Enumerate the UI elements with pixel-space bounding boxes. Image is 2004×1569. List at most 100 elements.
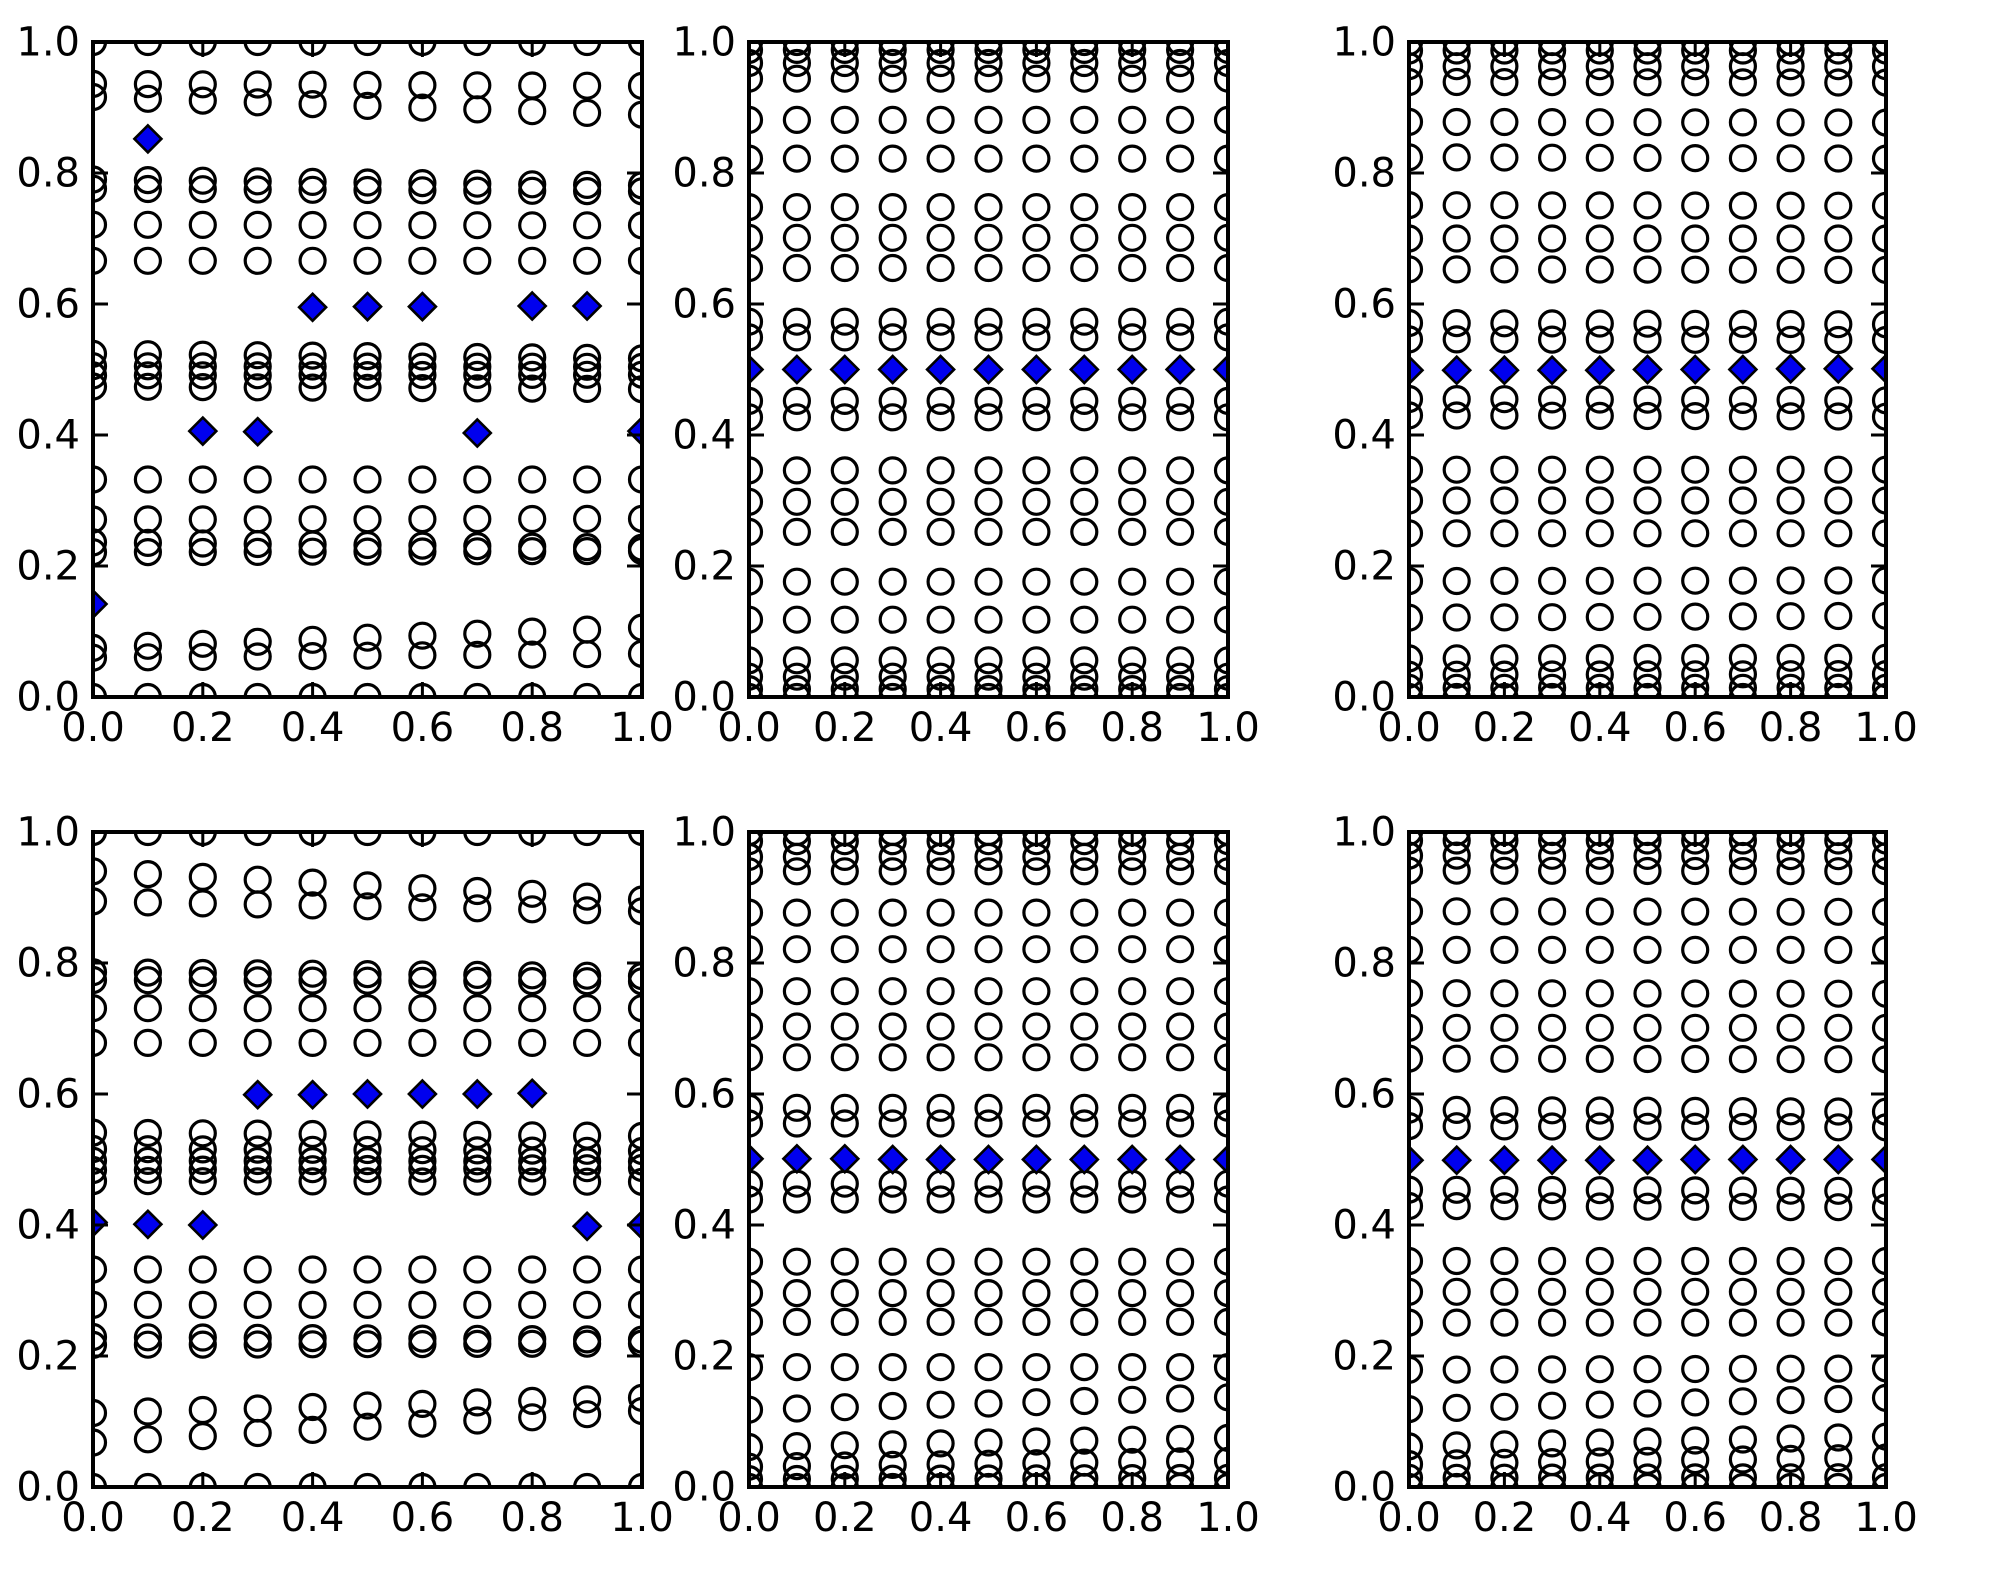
circle-marker	[353, 1391, 382, 1420]
subplot-bottom-right: 0.00.0 0.2 0.2 0.4 0.4 0.6 0.6 0.8 0.8 1.0 1.0	[1332, 810, 1917, 1542]
circle-marker	[1166, 42, 1195, 64]
circle-marker	[408, 1409, 437, 1438]
circle-marker	[1681, 519, 1710, 548]
circle-marker	[243, 210, 272, 239]
circle-marker	[188, 1323, 217, 1352]
circle-marker	[133, 1290, 162, 1320]
circle-marker	[1213, 898, 1228, 927]
circle-marker	[1442, 143, 1471, 172]
circle-marker	[243, 1418, 272, 1448]
circle-marker	[1118, 253, 1147, 283]
circle-marker	[1442, 309, 1471, 338]
diamond-marker	[407, 1078, 438, 1110]
circle-marker	[408, 1147, 437, 1176]
circle-marker	[133, 1135, 162, 1164]
circle-marker	[627, 1396, 642, 1426]
circle-marker	[1728, 660, 1758, 689]
circle-marker	[243, 167, 272, 196]
circle-marker	[749, 1169, 764, 1198]
circle-markers	[749, 42, 1228, 697]
circle-marker	[1213, 646, 1228, 675]
circle-marker	[188, 373, 217, 402]
circle-marker	[1824, 897, 1853, 926]
circle-marker	[1165, 307, 1195, 336]
circle-marker	[1681, 309, 1710, 338]
diamond-marker	[1822, 1144, 1854, 1175]
circle-marker	[1490, 255, 1519, 284]
circle-marker	[926, 386, 955, 415]
circle-marker	[1728, 108, 1758, 137]
circle-marker	[1165, 1278, 1195, 1308]
circle-marker	[1824, 1097, 1853, 1126]
circle-marker	[1213, 64, 1228, 93]
x-tick-label: 0.6	[391, 705, 455, 751]
circle-marker	[408, 360, 437, 390]
circle-marker	[1824, 842, 1853, 871]
circle-marker	[1409, 897, 1424, 926]
circle-marker	[830, 487, 859, 516]
x-tick-label: 1.0	[1196, 1495, 1260, 1541]
diamond-marker	[1822, 353, 1854, 385]
circle-marker	[974, 675, 1003, 697]
circle-marker	[1776, 108, 1805, 137]
circle-marker	[353, 1330, 382, 1359]
circle-marker	[1776, 897, 1805, 926]
circle-marker	[243, 890, 272, 919]
circle-marker	[1776, 309, 1805, 339]
circle-marker	[1824, 386, 1853, 415]
circle-marker	[1165, 567, 1195, 596]
circle-marker	[782, 1352, 812, 1382]
circle-marker	[1776, 1385, 1805, 1415]
circle-marker	[974, 48, 1003, 78]
circle-marker	[1585, 1308, 1614, 1337]
circle-marker	[1537, 486, 1567, 515]
circle-marker	[878, 456, 907, 485]
circle-marker	[353, 1154, 382, 1184]
circle-marker	[518, 1167, 547, 1196]
circle-marker	[93, 165, 108, 194]
circle-marker	[749, 517, 764, 546]
circle-marker	[1022, 1464, 1051, 1487]
circle-marker	[974, 64, 1003, 93]
circle-marker	[408, 352, 437, 381]
circle-marker	[133, 537, 162, 567]
y-tick-label: 0.0	[1332, 1465, 1396, 1511]
circle-marker	[749, 1109, 764, 1138]
diamond-marker	[516, 290, 548, 322]
circle-marker	[1871, 1354, 1886, 1383]
diamond-marker	[1164, 1144, 1196, 1175]
circle-marker	[1442, 1308, 1471, 1337]
circle-marker	[1118, 675, 1147, 697]
circle-marker	[1213, 105, 1228, 134]
circle-marker	[782, 487, 812, 516]
circle-marker	[133, 832, 162, 847]
circle-marker	[1728, 1192, 1758, 1222]
circle-marker	[1537, 603, 1567, 632]
diamond-marker	[925, 354, 956, 385]
circle-marker	[1442, 856, 1471, 885]
circle-marker	[782, 42, 811, 64]
circle-marker	[1022, 253, 1051, 283]
circle-marker	[749, 403, 764, 432]
circle-marker	[133, 966, 162, 995]
circle-marker	[572, 896, 602, 925]
circle-marker	[1409, 1013, 1424, 1042]
circle-marker	[133, 1323, 162, 1352]
circle-marker	[782, 567, 812, 596]
circle-marker	[782, 403, 812, 432]
circle-marker	[1409, 401, 1424, 430]
circle-marker	[243, 1155, 272, 1184]
diamond-marker	[93, 1207, 109, 1238]
circle-marker	[782, 1394, 812, 1423]
circle-marker	[830, 1109, 859, 1138]
circle-marker	[353, 352, 382, 381]
circle-marker	[1776, 1354, 1805, 1383]
circle-marker	[1165, 1109, 1195, 1138]
circle-marker	[298, 994, 327, 1023]
circle-marker	[1409, 1277, 1424, 1306]
tick-labels: 0.00.0 0.2 0.2 0.4 0.4 0.6 0.6 0.8 0.8 1.0 1.0	[16, 810, 673, 1542]
circle-marker	[133, 1330, 162, 1359]
x-tick-label: 0.0	[61, 1495, 125, 1541]
x-tick-label: 0.8	[1100, 705, 1164, 751]
